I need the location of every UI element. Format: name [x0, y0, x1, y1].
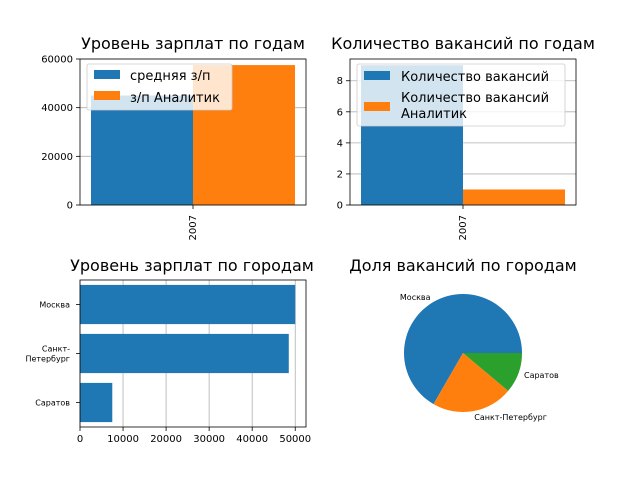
legend-box	[356, 63, 566, 127]
salary-by-city-ytick-label: Москва	[39, 301, 70, 310]
salary-by-year-legend: средняя з/п з/п Аналитик	[86, 63, 233, 111]
pie-slice-2	[433, 353, 509, 413]
vacancies-by-year-bar-2	[463, 189, 565, 205]
pie-label-1: Москва	[400, 293, 431, 302]
salary-by-city-xtick-label: 30000	[193, 434, 225, 445]
legend-label-analyst-vacancies-line-1: Количество вакансий	[401, 91, 549, 106]
salary-by-year-ytick-label: 0	[67, 201, 73, 212]
salary-by-city-chart: Уровень зарплат по городам 0 10000 20000 30…	[25, 256, 313, 445]
vacancies-by-year-xtick-label: 2007	[458, 215, 469, 240]
vacancies-by-year-legend: Количество вакансий Количество вакансий …	[356, 63, 566, 127]
pie-label-2: Санкт-Петербург	[474, 413, 547, 422]
salary-by-city-xtick-label: 10000	[107, 434, 139, 445]
salary-by-city-xtick-label: 0	[77, 434, 83, 445]
legend-label-analyst-salary: з/п Аналитик	[130, 91, 220, 106]
salary-by-year-ytick-label: 20000	[41, 152, 73, 163]
vacancies-by-year-ytick-label: 6	[337, 107, 343, 118]
vacancies-by-year-ytick-label: 4	[337, 138, 343, 149]
salary-by-city-xtick-label: 20000	[150, 434, 182, 445]
salary-by-year-chart: Уровень зарплат по годам 0 20000 40000 6000…	[41, 34, 307, 240]
pie-slice-1	[404, 294, 522, 405]
vacancies-by-year-ytick-label: 2	[337, 169, 343, 180]
legend-swatch-analyst-salary	[94, 91, 120, 100]
pie-slice-3	[463, 353, 522, 391]
vacancy-share-title: Доля вакансий по городам	[349, 256, 576, 275]
salary-by-city-bar-3	[80, 382, 113, 423]
legend-swatch-vacancies	[364, 71, 390, 80]
vacancies-by-year-ytick-label: 0	[337, 201, 343, 212]
salary-by-city-xtick-label: 50000	[279, 434, 311, 445]
legend-label-vacancies: Количество вакансий	[401, 70, 549, 85]
salary-by-year-ytick-label: 40000	[41, 103, 73, 114]
salary-by-year-bar-1	[91, 95, 193, 205]
salary-by-city-bar-1	[80, 284, 296, 325]
salary-by-city-ytick-label-line: Петербург	[25, 355, 70, 364]
salary-by-city-ytick-label: Саратов	[35, 399, 70, 408]
salary-by-year-ytick-label: 60000	[41, 55, 73, 66]
vacancies-by-year-title: Количество вакансий по годам	[331, 34, 595, 53]
legend-box	[86, 63, 233, 111]
legend-label-analyst-vacancies: Количество вакансий Аналитик	[401, 91, 553, 122]
legend-swatch-average-salary	[94, 70, 120, 79]
vacancies-by-year-ytick-label: 8	[337, 76, 343, 87]
salary-by-year-xtick-label: 2007	[188, 215, 199, 240]
salary-by-city-ytick-label-line: Саратов	[35, 399, 70, 408]
vacancy-share-chart: Доля вакансий по городам Москва Санкт-Пет…	[349, 256, 576, 422]
legend-label-analyst-vacancies-line-2: Аналитик	[401, 107, 467, 122]
salary-by-city-ytick-label-line: Москва	[39, 301, 70, 310]
salary-by-city-title: Уровень зарплат по городам	[70, 256, 314, 275]
legend-swatch-analyst-vacancies	[364, 102, 390, 111]
legend-label-average-salary: средняя з/п	[130, 69, 210, 84]
pie-label-3: Саратов	[524, 371, 559, 380]
salary-by-city-bar-2	[80, 333, 289, 374]
salary-by-city-ytick-label-line: Санкт-	[42, 345, 70, 354]
salary-by-city-xtick-label: 40000	[236, 434, 268, 445]
salary-by-city-ytick-label: Санкт-Петербург	[25, 345, 70, 364]
salary-by-year-title: Уровень зарплат по годам	[81, 34, 305, 53]
